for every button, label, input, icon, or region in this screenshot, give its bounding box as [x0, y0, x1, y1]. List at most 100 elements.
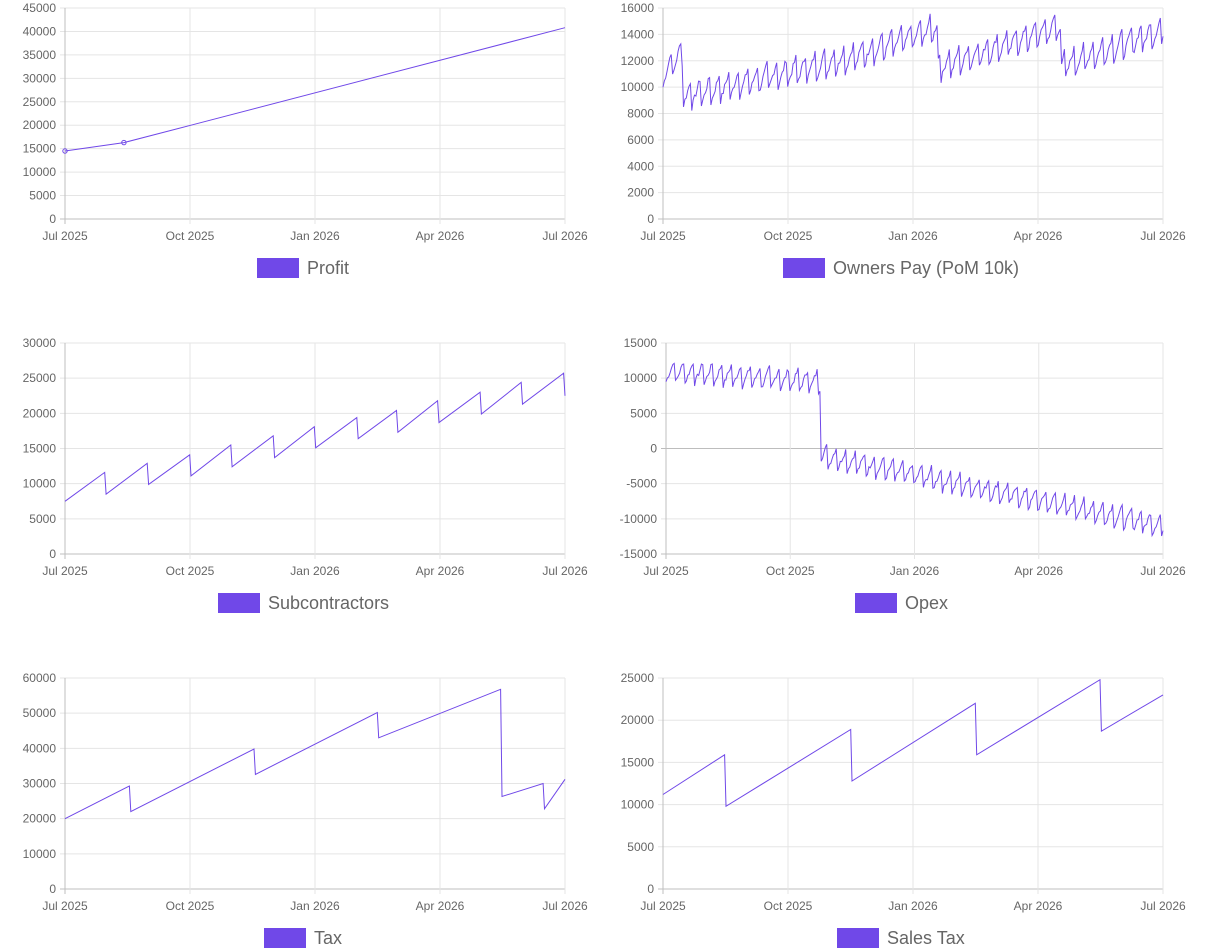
chart-2: 0 2000 4000 6000 8000 10000 12000 14000 16000 Jul…	[621, 1, 1186, 278]
y-tick-label: 10000	[23, 165, 57, 179]
x-tick-label: Jul 2025	[640, 899, 686, 913]
series-line-subcontractors	[64, 372, 566, 502]
series-line-owners-pay-pom-10k-	[662, 13, 1164, 111]
legend-swatch	[257, 258, 299, 278]
x-tick-label: Jan 2026	[888, 229, 938, 243]
x-tick-label: Jul 2025	[42, 229, 88, 243]
y-tick-label: 0	[49, 547, 56, 561]
legend-label: Subcontractors	[268, 593, 389, 613]
y-tick-label: 10000	[23, 847, 57, 861]
legend-swatch	[783, 258, 825, 278]
x-tick-label: Jan 2026	[290, 899, 340, 913]
y-tick-label: 15000	[23, 442, 57, 456]
chart-4: -15000 -10000 -5000 0 5000 10000 15000 Jul 2025…	[620, 336, 1186, 613]
y-tick-label: 30000	[23, 336, 57, 350]
x-tick-label: Oct 2025	[764, 899, 813, 913]
x-tick-label: Apr 2026	[416, 899, 465, 913]
x-tick-label: Jul 2025	[42, 564, 88, 578]
y-tick-label: 0	[49, 212, 56, 226]
legend-item[interactable]: Subcontractors	[218, 593, 389, 613]
y-tick-label: 10000	[621, 798, 655, 812]
legend-swatch	[218, 593, 260, 613]
y-tick-label: 50000	[23, 706, 57, 720]
series-line-opex	[665, 362, 1164, 538]
chart-3: 0 5000 10000 15000 20000 25000 30000 Jul 2025 Oc…	[23, 336, 588, 613]
x-tick-label: Apr 2026	[1014, 899, 1063, 913]
series-line-profit	[64, 27, 566, 152]
y-tick-label: 20000	[23, 118, 57, 132]
y-tick-label: 15000	[621, 755, 655, 769]
x-tick-label: Apr 2026	[416, 229, 465, 243]
y-tick-label: 25000	[621, 671, 655, 685]
legend-swatch	[837, 928, 879, 948]
y-tick-label: 15000	[624, 336, 658, 350]
y-tick-label: 15000	[23, 142, 57, 156]
y-tick-label: 60000	[23, 671, 57, 685]
chart-1: 0 5000 10000 15000 20000 25000 30000 35000 40000…	[23, 1, 588, 278]
x-tick-label: Oct 2025	[166, 899, 215, 913]
x-tick-label: Jan 2026	[290, 564, 340, 578]
y-tick-label: 35000	[23, 48, 57, 62]
legend-label: Tax	[314, 928, 342, 948]
y-tick-label: 5000	[29, 512, 56, 526]
y-tick-label: 5000	[29, 189, 56, 203]
y-tick-label: 5000	[630, 406, 657, 420]
chart-6: 0 5000 10000 15000 20000 25000 Jul 2025 Oct 202…	[621, 671, 1186, 948]
x-tick-label: Jul 2025	[640, 229, 686, 243]
x-tick-label: Apr 2026	[1014, 229, 1063, 243]
y-tick-label: -10000	[620, 512, 658, 526]
x-tick-label: Oct 2025	[764, 229, 813, 243]
y-tick-label: 0	[49, 882, 56, 896]
x-tick-label: Jan 2026	[290, 229, 340, 243]
legend-label: Opex	[905, 593, 948, 613]
chart-5: 0 10000 20000 30000 40000 50000 60000 Jul 2025 O…	[23, 671, 588, 948]
x-tick-label: Jul 2026	[542, 229, 588, 243]
x-tick-label: Jan 2026	[888, 899, 938, 913]
legend-swatch	[855, 593, 897, 613]
data-point	[121, 139, 127, 146]
series-line-tax	[64, 688, 566, 820]
x-tick-label: Jul 2026	[1140, 899, 1186, 913]
y-tick-label: 16000	[621, 1, 655, 15]
legend-label: Profit	[307, 258, 349, 278]
y-tick-label: 12000	[621, 54, 655, 68]
y-tick-label: -5000	[626, 477, 657, 491]
x-tick-label: Oct 2025	[766, 564, 815, 578]
y-tick-label: 40000	[23, 24, 57, 38]
legend-item[interactable]: Opex	[855, 593, 948, 613]
y-tick-label: 6000	[627, 133, 654, 147]
x-tick-label: Apr 2026	[1014, 564, 1063, 578]
y-tick-label: 10000	[624, 371, 658, 385]
y-tick-label: 10000	[23, 477, 57, 491]
legend-item[interactable]: Sales Tax	[837, 928, 965, 948]
y-tick-label: 0	[647, 212, 654, 226]
x-tick-label: Jul 2026	[542, 564, 588, 578]
series-line-sales-tax	[662, 678, 1164, 808]
y-tick-label: 2000	[627, 186, 654, 200]
y-tick-label: 25000	[23, 371, 57, 385]
y-tick-label: 20000	[23, 812, 57, 826]
y-tick-label: 14000	[621, 27, 655, 41]
y-tick-label: -15000	[620, 547, 658, 561]
data-point	[62, 148, 68, 154]
y-tick-label: 30000	[23, 71, 57, 85]
legend-item[interactable]: Profit	[257, 258, 349, 278]
legend-label: Sales Tax	[887, 928, 965, 948]
y-tick-label: 4000	[627, 159, 654, 173]
x-tick-label: Jul 2026	[1140, 229, 1186, 243]
x-tick-label: Oct 2025	[166, 229, 215, 243]
x-tick-label: Jul 2025	[42, 899, 88, 913]
y-tick-label: 30000	[23, 777, 57, 791]
y-tick-label: 40000	[23, 741, 57, 755]
x-tick-label: Jul 2026	[542, 899, 588, 913]
y-tick-label: 45000	[23, 1, 57, 15]
y-tick-label: 5000	[627, 840, 654, 854]
x-tick-label: Jul 2025	[643, 564, 689, 578]
legend-item[interactable]: Owners Pay (PoM 10k)	[783, 258, 1019, 278]
y-tick-label: 0	[650, 442, 657, 456]
x-tick-label: Apr 2026	[416, 564, 465, 578]
legend-label: Owners Pay (PoM 10k)	[833, 258, 1019, 278]
x-tick-label: Jan 2026	[890, 564, 940, 578]
legend-item[interactable]: Tax	[264, 928, 342, 948]
